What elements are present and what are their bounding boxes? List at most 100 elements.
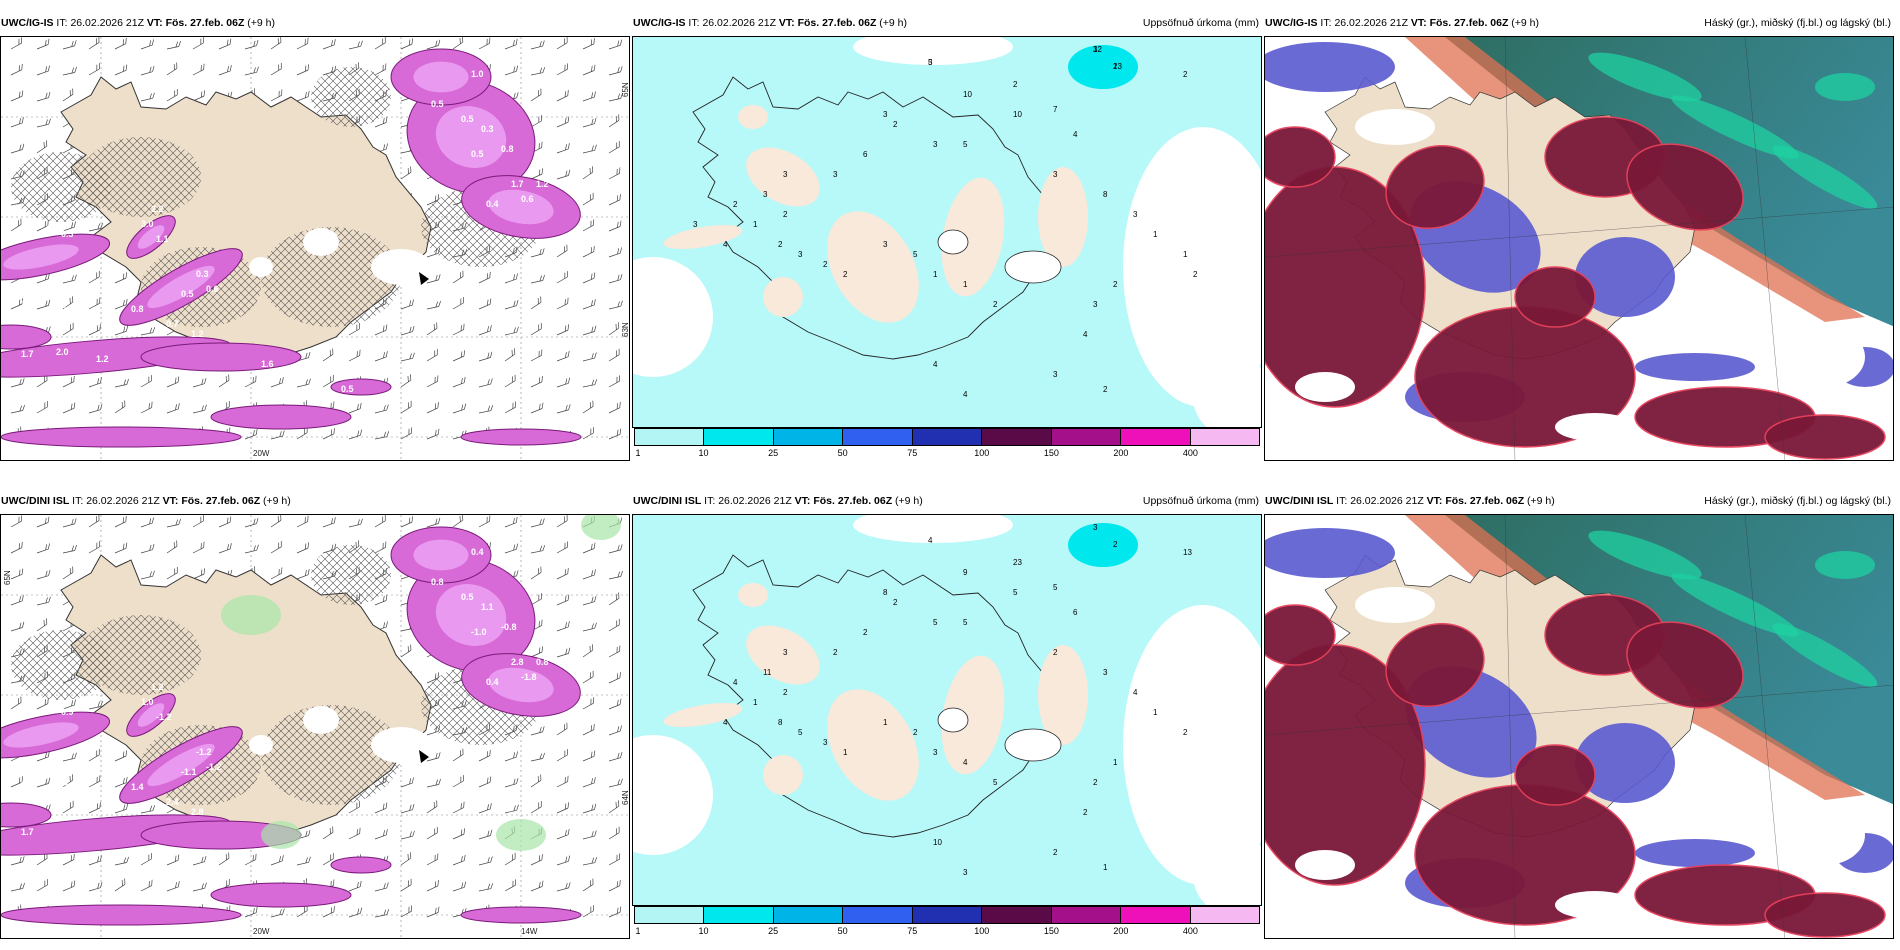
wind-barb <box>374 116 388 128</box>
wind-barb <box>348 907 363 918</box>
wind-barb <box>88 775 101 788</box>
wind-barb <box>400 166 412 180</box>
wind-barb <box>608 167 621 180</box>
wind-barb <box>114 542 128 554</box>
graticule-line <box>1504 515 1516 938</box>
wind-barb <box>348 349 361 362</box>
no-precip-area <box>853 37 1013 65</box>
value-label: 1.6 <box>261 359 274 369</box>
wind-barb <box>166 88 178 102</box>
wind-barb <box>244 906 258 918</box>
wind-barb <box>374 324 388 336</box>
precip-area-inner <box>413 539 469 571</box>
panel-title: UWC/IG-IS IT: 26.02.2026 21Z VT: Fös. 27… <box>1 17 276 29</box>
value-label: 1.2 <box>96 354 109 364</box>
wind-barb <box>582 878 594 892</box>
scale-label: 50 <box>837 448 848 458</box>
glacier <box>371 727 431 763</box>
precip-area-inner <box>3 244 79 270</box>
value-label: 7 <box>1053 105 1058 114</box>
no-precip-area <box>1123 127 1261 407</box>
wind-barb <box>140 879 153 892</box>
lat-label-2: 64N <box>621 790 630 805</box>
value-label: 2 <box>783 688 788 697</box>
parameter-label: Háský (gr.), miðský (fj.bl.) og lágský (… <box>1704 495 1891 507</box>
value-label: 1 <box>1153 708 1158 717</box>
dry-area <box>1038 167 1088 267</box>
value-label: 4 <box>733 678 738 687</box>
scale-label: 100 <box>974 926 990 936</box>
map-clouds[interactable] <box>1264 514 1894 939</box>
wind-barb <box>348 518 363 528</box>
value-label: 1 <box>1183 250 1188 259</box>
wind-barb <box>10 776 24 788</box>
panel-title: UWC/IG-IS IT: 26.02.2026 21Z VT: Fös. 27… <box>633 17 1259 29</box>
wind-barb <box>88 403 103 414</box>
wind-barb <box>88 700 103 710</box>
precip-area-inner <box>147 743 215 787</box>
wind-barb <box>270 37 282 50</box>
wind-barb <box>62 880 76 892</box>
value-label: 1 <box>1153 230 1158 239</box>
value-label: 2 <box>778 240 783 249</box>
wind-barb <box>114 37 127 50</box>
precip-area <box>1 324 52 350</box>
wind-barb <box>244 428 258 440</box>
wind-barb <box>582 750 596 762</box>
value-label: 10 <box>963 90 972 99</box>
graticule-line <box>1265 206 1893 258</box>
precip-max-area <box>1068 523 1138 567</box>
wind-barb <box>348 429 363 440</box>
value-label: 4 <box>963 758 968 767</box>
precip-area <box>330 856 392 874</box>
wind-barb <box>530 402 544 414</box>
value-label: 1.9 <box>261 374 274 384</box>
wind-barb <box>582 400 594 414</box>
value-label: -0.8 <box>501 622 517 632</box>
wind-barb <box>114 298 128 310</box>
value-label: 2 <box>1013 80 1018 89</box>
sleet-hatch <box>261 705 401 805</box>
wind-barb <box>140 401 153 414</box>
wind-barb <box>556 621 570 632</box>
wind-barb <box>400 803 415 814</box>
map-wind-precip[interactable]: 0.4 0.3 0.8 0.5 1.1 -1.0 -0.8 2.8 -1.8 0.4 0.8 -1.8… <box>0 514 630 939</box>
map-clouds[interactable] <box>1264 36 1894 461</box>
value-label: 0.5 <box>461 592 474 602</box>
wind-barb <box>348 40 363 50</box>
scale-swatch <box>982 429 1052 445</box>
map-wind-precip[interactable]: 1.0 0.4 0.5 0.5 0.3 0.5 0.8 1.7 0.6 0.4 1.2 0.6 0.3 2… <box>0 36 630 461</box>
wind-barb <box>400 352 415 362</box>
wind-barb <box>36 596 51 606</box>
wind-barb <box>452 854 466 866</box>
wind-barb <box>504 777 519 788</box>
wind-barb <box>244 66 259 76</box>
wind-barb <box>608 570 623 580</box>
value-label: 2 <box>1083 808 1088 817</box>
wind-barb <box>608 66 623 76</box>
wind-barb <box>582 91 596 102</box>
low-cloud-area <box>1764 892 1886 938</box>
value-label: 0.6 <box>46 224 59 234</box>
map-accum-precip[interactable]: 3 12 13 2 2 10 10 7 4 3 2 3 5 6 3 3 3 2 2 1 4 2 3 2 2 3 5 1 1 2 3 8 3 1 1 2… <box>632 36 1262 428</box>
wind-barb <box>322 348 334 362</box>
wind-barb <box>400 38 414 50</box>
wind-barb <box>556 567 569 580</box>
wind-barb <box>426 402 439 414</box>
high-cloud-streak <box>1772 145 1878 209</box>
value-label: 0.5 <box>181 289 194 299</box>
panel-wind-precip-dini: UWC/DINI ISL IT: 26.02.2026 21Z VT: Fös.… <box>0 492 630 939</box>
wind-barb <box>88 270 100 284</box>
wind-barb <box>426 300 441 310</box>
scale-label: 10 <box>698 926 709 936</box>
value-label: 0.4 <box>556 74 569 84</box>
wind-barb <box>140 375 152 388</box>
map-accum-precip[interactable]: 4 3 2 13 23 9 5 5 6 8 2 5 5 2 2 3 11 4 2 1 4 8 5 3 1 1 2 3 4 5 2 3 4 1 2 1 2… <box>632 514 1262 906</box>
lon-label-2: 14W <box>521 927 538 936</box>
low-cloud-area <box>1265 126 1336 188</box>
precip-area-inner <box>435 106 507 168</box>
scale-swatch <box>912 429 983 445</box>
precip-area <box>1 426 242 448</box>
dry-area <box>738 105 768 129</box>
